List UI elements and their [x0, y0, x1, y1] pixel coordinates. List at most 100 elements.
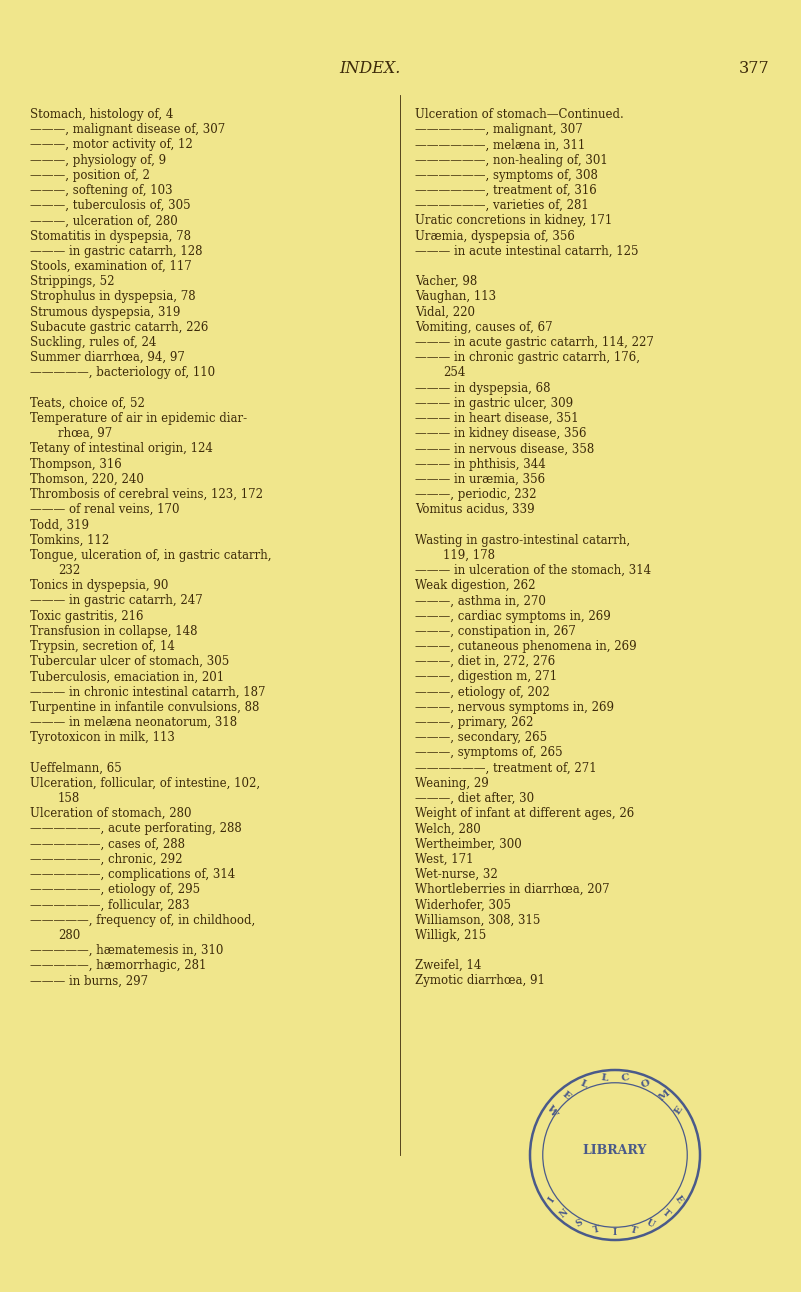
Text: I: I	[613, 1227, 617, 1236]
Text: T: T	[629, 1225, 638, 1235]
Text: Uræmia, dyspepsia of, 356: Uræmia, dyspepsia of, 356	[415, 230, 575, 243]
Text: Weaning, 29: Weaning, 29	[415, 776, 489, 789]
Text: ——— in kidney disease, 356: ——— in kidney disease, 356	[415, 428, 586, 441]
Text: ———, diet after, 30: ———, diet after, 30	[415, 792, 534, 805]
Text: Weight of infant at different ages, 26: Weight of infant at different ages, 26	[415, 808, 634, 820]
Text: Suckling, rules of, 24: Suckling, rules of, 24	[30, 336, 156, 349]
Text: E: E	[560, 1089, 572, 1101]
Text: ———, nervous symptoms in, 269: ———, nervous symptoms in, 269	[415, 700, 614, 713]
Text: ———, cutaneous phenomena in, 269: ———, cutaneous phenomena in, 269	[415, 640, 637, 652]
Text: 280: 280	[58, 929, 80, 942]
Text: ——————, malignant, 307: ——————, malignant, 307	[415, 123, 583, 136]
Text: W: W	[545, 1103, 558, 1118]
Text: ——— in dyspepsia, 68: ——— in dyspepsia, 68	[415, 381, 550, 394]
Text: Zweifel, 14: Zweifel, 14	[415, 959, 481, 972]
Text: ——— in phthisis, 344: ——— in phthisis, 344	[415, 457, 545, 470]
Text: ———, asthma in, 270: ———, asthma in, 270	[415, 594, 545, 607]
Text: 254: 254	[443, 367, 465, 380]
Text: N: N	[558, 1207, 570, 1220]
Text: Summer diarrhœa, 94, 97: Summer diarrhœa, 94, 97	[30, 351, 185, 364]
Text: ——— in acute intestinal catarrh, 125: ——— in acute intestinal catarrh, 125	[415, 244, 638, 258]
Text: ——————, follicular, 283: ——————, follicular, 283	[30, 898, 190, 911]
Text: Tubercular ulcer of stomach, 305: Tubercular ulcer of stomach, 305	[30, 655, 229, 668]
Text: S: S	[574, 1218, 584, 1229]
Text: 158: 158	[58, 792, 80, 805]
Text: ——— in chronic gastric catarrh, 176,: ——— in chronic gastric catarrh, 176,	[415, 351, 640, 364]
Text: ——— in uræmia, 356: ——— in uræmia, 356	[415, 473, 545, 486]
Text: —————, frequency of, in childhood,: —————, frequency of, in childhood,	[30, 913, 256, 926]
Text: ——— in ulceration of the stomach, 314: ——— in ulceration of the stomach, 314	[415, 565, 651, 578]
Text: ——————, treatment of, 271: ——————, treatment of, 271	[415, 761, 597, 775]
Text: ——————, treatment of, 316: ——————, treatment of, 316	[415, 183, 597, 196]
Text: ———, softening of, 103: ———, softening of, 103	[30, 183, 173, 196]
Text: Vomiting, causes of, 67: Vomiting, causes of, 67	[415, 320, 553, 333]
Text: T: T	[592, 1225, 601, 1235]
Text: ——— in chronic intestinal catarrh, 187: ——— in chronic intestinal catarrh, 187	[30, 686, 265, 699]
Text: Vacher, 98: Vacher, 98	[415, 275, 477, 288]
Text: ———, etiology of, 202: ———, etiology of, 202	[415, 686, 549, 699]
Text: ———, secondary, 265: ———, secondary, 265	[415, 731, 547, 744]
Text: ——————, chronic, 292: ——————, chronic, 292	[30, 853, 183, 866]
Text: ——————, etiology of, 295: ——————, etiology of, 295	[30, 884, 200, 897]
Text: ———, periodic, 232: ———, periodic, 232	[415, 488, 537, 501]
Text: ——————, acute perforating, 288: ——————, acute perforating, 288	[30, 823, 242, 836]
Text: Welch, 280: Welch, 280	[415, 823, 481, 836]
Text: Thrombosis of cerebral veins, 123, 172: Thrombosis of cerebral veins, 123, 172	[30, 488, 263, 501]
Text: ———, physiology of, 9: ———, physiology of, 9	[30, 154, 166, 167]
Text: Ulceration, follicular, of intestine, 102,: Ulceration, follicular, of intestine, 10…	[30, 776, 260, 789]
Text: LIBRARY: LIBRARY	[583, 1143, 647, 1156]
Text: Trypsin, secretion of, 14: Trypsin, secretion of, 14	[30, 640, 175, 652]
Text: West, 171: West, 171	[415, 853, 473, 866]
Text: ——— in heart disease, 351: ——— in heart disease, 351	[415, 412, 578, 425]
Text: Tongue, ulceration of, in gastric catarrh,: Tongue, ulceration of, in gastric catarr…	[30, 549, 272, 562]
Text: Turpentine in infantile convulsions, 88: Turpentine in infantile convulsions, 88	[30, 700, 260, 713]
Text: Willigk, 215: Willigk, 215	[415, 929, 486, 942]
Text: 232: 232	[58, 565, 80, 578]
Text: ——————, melæna in, 311: ——————, melæna in, 311	[415, 138, 586, 151]
Text: C: C	[621, 1074, 630, 1084]
Text: Tonics in dyspepsia, 90: Tonics in dyspepsia, 90	[30, 579, 168, 592]
Text: Zymotic diarrhœa, 91: Zymotic diarrhœa, 91	[415, 974, 545, 987]
Text: Transfusion in collapse, 148: Transfusion in collapse, 148	[30, 625, 198, 638]
Text: Tyrotoxicon in milk, 113: Tyrotoxicon in milk, 113	[30, 731, 175, 744]
Text: ——————, cases of, 288: ——————, cases of, 288	[30, 837, 185, 850]
Text: ——— in gastric catarrh, 128: ——— in gastric catarrh, 128	[30, 244, 203, 258]
Text: ——————, complications of, 314: ——————, complications of, 314	[30, 868, 235, 881]
Text: Vomitus acidus, 339: Vomitus acidus, 339	[415, 503, 534, 517]
Text: L: L	[579, 1079, 590, 1089]
Text: Thomson, 220, 240: Thomson, 220, 240	[30, 473, 144, 486]
Text: —————, bacteriology of, 110: —————, bacteriology of, 110	[30, 367, 215, 380]
Text: ———, cardiac symptoms in, 269: ———, cardiac symptoms in, 269	[415, 610, 610, 623]
Text: Widerhofer, 305: Widerhofer, 305	[415, 898, 511, 911]
Text: O: O	[640, 1079, 652, 1090]
Text: L: L	[600, 1074, 609, 1083]
Text: Wet-nurse, 32: Wet-nurse, 32	[415, 868, 497, 881]
Text: Vaughan, 113: Vaughan, 113	[415, 291, 496, 304]
Text: ——— in gastric ulcer, 309: ——— in gastric ulcer, 309	[415, 397, 574, 410]
Text: Strippings, 52: Strippings, 52	[30, 275, 115, 288]
Text: Ueffelmann, 65: Ueffelmann, 65	[30, 761, 122, 775]
Text: Strophulus in dyspepsia, 78: Strophulus in dyspepsia, 78	[30, 291, 195, 304]
Text: Stomach, histology of, 4: Stomach, histology of, 4	[30, 109, 173, 121]
Text: rhœa, 97: rhœa, 97	[58, 428, 112, 441]
Text: Todd, 319: Todd, 319	[30, 518, 89, 531]
Text: I: I	[547, 1195, 557, 1204]
Text: ——————, symptoms of, 308: ——————, symptoms of, 308	[415, 169, 598, 182]
Text: Subacute gastric catarrh, 226: Subacute gastric catarrh, 226	[30, 320, 208, 333]
Text: Uratic concretions in kidney, 171: Uratic concretions in kidney, 171	[415, 214, 612, 227]
Text: Williamson, 308, 315: Williamson, 308, 315	[415, 913, 541, 926]
Text: Tetany of intestinal origin, 124: Tetany of intestinal origin, 124	[30, 442, 213, 455]
Text: ———, digestion m, 271: ———, digestion m, 271	[415, 671, 557, 683]
Text: Stools, examination of, 117: Stools, examination of, 117	[30, 260, 191, 273]
Text: ——— in gastric catarrh, 247: ——— in gastric catarrh, 247	[30, 594, 203, 607]
Text: E: E	[672, 1105, 684, 1116]
Text: ———, position of, 2: ———, position of, 2	[30, 169, 150, 182]
Text: Toxic gastritis, 216: Toxic gastritis, 216	[30, 610, 143, 623]
Text: Teats, choice of, 52: Teats, choice of, 52	[30, 397, 145, 410]
Text: ——— in nervous disease, 358: ——— in nervous disease, 358	[415, 442, 594, 455]
Text: ———, ulceration of, 280: ———, ulceration of, 280	[30, 214, 178, 227]
Text: ——— of renal veins, 170: ——— of renal veins, 170	[30, 503, 179, 517]
Text: U: U	[645, 1218, 656, 1230]
Text: Tuberculosis, emaciation in, 201: Tuberculosis, emaciation in, 201	[30, 671, 224, 683]
Text: Wasting in gastro-intestinal catarrh,: Wasting in gastro-intestinal catarrh,	[415, 534, 630, 547]
